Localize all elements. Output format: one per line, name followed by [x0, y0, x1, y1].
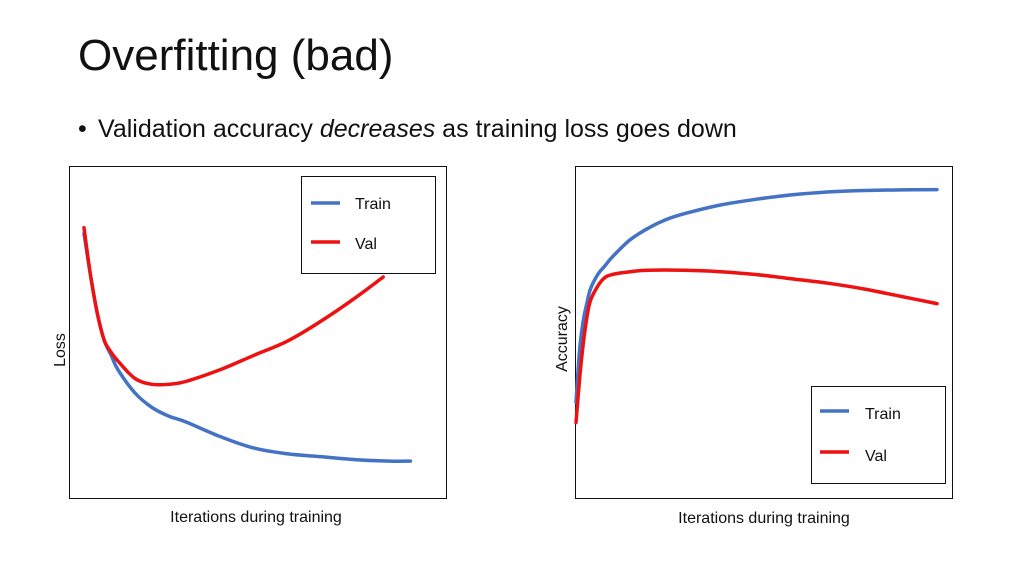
accuracy-plot-area: [575, 166, 953, 499]
loss-legend-train-label: Train: [355, 196, 391, 213]
accuracy-legend: Train Val: [811, 386, 946, 484]
bullet-point: • Validation accuracy decreases as traini…: [78, 112, 737, 146]
loss-legend-box: [301, 176, 436, 274]
slide-title: Overfitting (bad): [78, 31, 394, 80]
loss-chart: Iterations during training Loss Train Va…: [52, 166, 447, 526]
accuracy-train-line: [574, 187, 939, 404]
loss-val-line: [82, 225, 385, 387]
bullet-text-suffix: as training loss goes down: [435, 115, 737, 143]
accuracy-chart: Iterations during training Accuracy Trai…: [554, 166, 953, 527]
accuracy-y-axis-label: Accuracy: [554, 306, 571, 372]
loss-x-axis-label: Iterations during training: [170, 509, 342, 526]
loss-plot-area: [69, 166, 447, 499]
bullet-dot: •: [78, 115, 87, 143]
bullet-text-prefix: Validation accuracy: [98, 115, 320, 143]
loss-legend: Train Val: [301, 176, 436, 274]
loss-legend-val-label: Val: [355, 236, 377, 253]
loss-y-axis-label: Loss: [52, 333, 69, 367]
accuracy-legend-box: [811, 386, 946, 484]
accuracy-x-axis-label: Iterations during training: [678, 510, 850, 527]
accuracy-val-line: [574, 268, 939, 425]
bullet-text-emphasis: decreases: [319, 115, 436, 143]
accuracy-legend-train-label: Train: [865, 406, 901, 423]
accuracy-legend-val-label: Val: [865, 448, 887, 465]
